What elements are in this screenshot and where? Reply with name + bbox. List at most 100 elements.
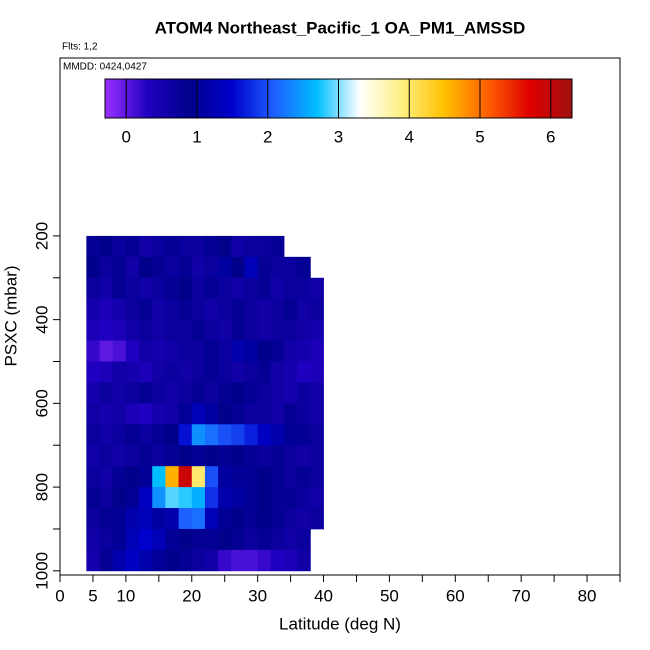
heatmap-cell (231, 361, 245, 383)
heatmap-cell (284, 340, 298, 362)
heatmap-cell (270, 340, 285, 362)
heatmap-cell (231, 298, 245, 321)
heatmap-cell (244, 528, 259, 551)
heatmap-cell (218, 487, 232, 509)
heatmap-cell (86, 487, 100, 509)
heatmap-cell (231, 487, 245, 509)
y-axis-title: PSXC (mbar) (1, 265, 20, 366)
heatmap-cell (257, 298, 272, 321)
heatmap-cell (86, 424, 100, 446)
heatmap-cell (165, 403, 179, 425)
heatmap-cell (218, 424, 232, 446)
heatmap-cell (297, 382, 311, 404)
heatmap-cell (218, 403, 232, 425)
heatmap-cell (165, 445, 179, 467)
heatmap-cell (244, 298, 259, 321)
heatmap-cell (218, 549, 232, 572)
heatmap-cell (218, 508, 232, 530)
heatmap-cell (244, 235, 259, 258)
heatmap-cell (270, 256, 285, 279)
heatmap-cell (99, 528, 114, 551)
heatmap-cell (204, 487, 219, 509)
heatmap-cell (139, 487, 153, 509)
heatmap-cell (139, 361, 153, 383)
heatmap-cell (231, 277, 245, 300)
heatmap-cell (310, 340, 324, 362)
heatmap-cell (257, 424, 272, 446)
heatmap-cell (125, 466, 140, 488)
heatmap-cell (139, 528, 153, 551)
heatmap-cell (284, 361, 298, 383)
heatmap-cell (86, 256, 100, 279)
heatmap-cell (125, 382, 140, 404)
heatmap-cell (178, 445, 193, 467)
heatmap-cell (244, 319, 259, 341)
heatmap-cell (125, 424, 140, 446)
heatmap-cell (125, 298, 140, 321)
heatmap-cell (139, 508, 153, 530)
heatmap-cell (244, 277, 259, 300)
heatmap-cell (191, 508, 206, 530)
heatmap-cell (99, 549, 114, 572)
heatmap-cell (112, 382, 127, 404)
heatmap-cell (152, 549, 166, 572)
heatmap-cell (284, 403, 298, 425)
x-tick-label: 5 (88, 586, 97, 605)
subtitle: Flts: 1,2 (62, 42, 98, 53)
heatmap-cell (231, 319, 245, 341)
heatmap-cell (257, 508, 272, 530)
heatmap-cell (191, 487, 206, 509)
heatmap-cell (112, 256, 127, 279)
heatmap-cell (86, 277, 100, 300)
heatmap-cell (191, 235, 206, 258)
colorbar-tick-label: 2 (263, 127, 272, 146)
heatmap-cell (165, 487, 179, 509)
heatmap-cell (204, 528, 219, 551)
heatmap-cell (231, 403, 245, 425)
heatmap-cell (270, 466, 285, 488)
heatmap-cell (231, 466, 245, 488)
heatmap-cell (178, 466, 193, 488)
heatmap-cell (86, 340, 100, 362)
heatmap-cell (99, 403, 114, 425)
heatmap-cell (125, 340, 140, 362)
heatmap-cell (139, 466, 153, 488)
heatmap-cell (152, 487, 166, 509)
heatmap-cell (244, 487, 259, 509)
heatmap-cell (152, 466, 166, 488)
heatmap-cell (218, 277, 232, 300)
heatmap-cell (270, 487, 285, 509)
heatmap-cell (297, 549, 311, 572)
heatmap-cell (297, 256, 311, 279)
heatmap-cell (284, 256, 298, 279)
heatmap-cell (310, 298, 324, 321)
heatmap-cell (152, 277, 166, 300)
heatmap-cell (231, 528, 245, 551)
heatmap-cell (231, 235, 245, 258)
heatmap-cell (297, 340, 311, 362)
heatmap-cell (152, 319, 166, 341)
heatmap-cell (284, 549, 298, 572)
heatmap-cell (191, 528, 206, 551)
heatmap-cell (191, 403, 206, 425)
heatmap-cell (244, 424, 259, 446)
heatmap-cell (297, 487, 311, 509)
x-tick-label: 80 (578, 586, 597, 605)
heatmap-cell (125, 403, 140, 425)
heatmap-cell (139, 298, 153, 321)
heatmap-cell (257, 466, 272, 488)
heatmap-cell (310, 319, 324, 341)
heatmap-cell (165, 424, 179, 446)
heatmap-cell (284, 424, 298, 446)
x-axis-title: Latitude (deg N) (279, 614, 401, 633)
heatmap-cell (112, 466, 127, 488)
annotation: MMDD: 0424,0427 (63, 62, 147, 73)
heatmap-cell (112, 361, 127, 383)
heatmap-cell (125, 445, 140, 467)
heatmap-cell (165, 466, 179, 488)
heatmap-cell (218, 382, 232, 404)
x-tick-label: 20 (182, 586, 201, 605)
heatmap-cell (178, 528, 193, 551)
heatmap-cell (139, 403, 153, 425)
heatmap-cell (257, 235, 272, 258)
